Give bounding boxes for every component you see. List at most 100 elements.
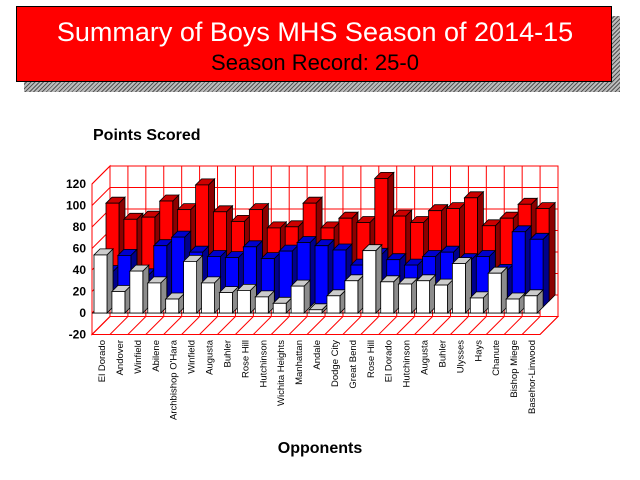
bar-side [548,201,556,302]
bar-margin [523,288,545,314]
x-tick-label: Augusta [205,339,216,375]
x-tick-label: Basehor-Linwood [527,340,538,414]
floor-line [467,316,487,335]
floor [90,316,560,335]
x-tick-label: Hutchinson [402,340,413,388]
y-axis-title: Points Scored [93,127,201,144]
y-tick-label: 80 [73,220,87,234]
bar-margin [469,290,491,314]
x-tick-label: Great Bend [348,340,359,389]
bar-margin [164,292,186,314]
bar-front [111,291,126,314]
bar-margin [308,302,329,314]
y-tick-label: -20 [69,328,87,342]
title-banner: Summary of Boys MHS Season of 2014-15 Se… [16,6,620,92]
bar-front [469,297,484,314]
x-tick-label: El Dorado [384,340,395,382]
floor-line [360,316,380,335]
y-tick-label: 0 [79,306,86,320]
floor-line [450,316,469,335]
bar-front [290,285,305,314]
bar-front [236,290,251,314]
x-tick-label: Ulysses [455,340,466,374]
x-tick-label: Andale [312,340,323,370]
bar-margin [487,266,509,314]
bar-margin [290,279,312,314]
y-tick-label: 20 [73,285,87,299]
bar-margin [343,273,365,314]
x-tick-label: Abilene [151,340,162,372]
floor-line [235,316,254,335]
floor-line [127,316,147,335]
x-tick-label: Wichita Heights [276,340,287,406]
x-tick-label: Rose Hill [240,340,251,378]
bar-front [314,245,329,308]
x-tick-label: El Dorado [97,340,108,382]
floor-line [342,316,362,335]
bar-margin [433,278,455,314]
floor-line [163,316,183,335]
x-tick-label: Archbishop O'Hara [169,339,180,420]
bar-margin [379,274,401,314]
y-tick-labels: -20 0 20 40 60 80 100 120 [66,177,86,342]
bar-margin [361,243,383,314]
floor-line [109,316,129,335]
bar-margin [236,283,258,314]
floor-line [145,316,165,335]
floor-line [199,316,218,335]
bar-margin [146,275,168,314]
bar-side [542,232,550,308]
bar-margin [451,256,473,314]
bar-front [398,283,413,314]
x-tick-label: Manhattan [294,340,305,385]
bar-opponent-points [529,232,551,308]
y-tick-label: 40 [73,263,87,277]
floor-line [485,316,505,335]
x-tick-label: Buhler [437,340,448,367]
x-tick-label: Winfield [187,340,198,374]
floor-line [414,316,433,335]
floor-line [521,316,541,335]
x-tick-label: Bishop Miege [509,340,520,398]
bar-front [308,309,323,314]
bar-margin [254,289,276,314]
x-axis-title: Opponents [277,440,363,457]
bar-front [201,282,215,314]
bar-front [129,270,144,314]
x-tick-label: Winfield [133,340,144,374]
bar-margin [93,247,114,314]
floor-line [396,316,415,335]
bar-front [272,302,287,314]
y-tick-label: 60 [73,242,87,256]
floor-line [252,316,272,335]
floor-line [306,316,326,335]
floor-line [270,316,290,335]
bar-margin [326,288,347,314]
season-record: Season Record: 25-0 [211,50,419,75]
bar-front [416,280,430,314]
floor-line [432,316,451,335]
bar-margin [415,273,437,314]
x-tick-label: Augusta [420,339,431,375]
x-tick-label: Hutchinson [258,340,269,388]
bar-front [451,263,466,314]
x-tick-label: Buhler [222,340,233,367]
y-tick-label: 120 [66,177,86,191]
floor-line [288,316,308,335]
bar-front [147,282,162,314]
banner-face: Summary of Boys MHS Season of 2014-15 Se… [16,6,612,82]
bar-front [93,254,108,314]
bar-front [219,292,233,314]
chart-title: Summary of Boys MHS Season of 2014-15 [56,17,574,47]
bar-front [487,272,502,314]
floor-line [503,316,523,335]
y-tick-label: 100 [66,199,86,213]
bar-front [344,280,359,314]
floor-line [324,316,344,335]
floor-line [181,316,200,335]
bar-front [326,295,341,314]
x-tick-label: Chanute [491,340,502,376]
bar-margin [182,254,204,314]
bar-front [523,295,538,314]
